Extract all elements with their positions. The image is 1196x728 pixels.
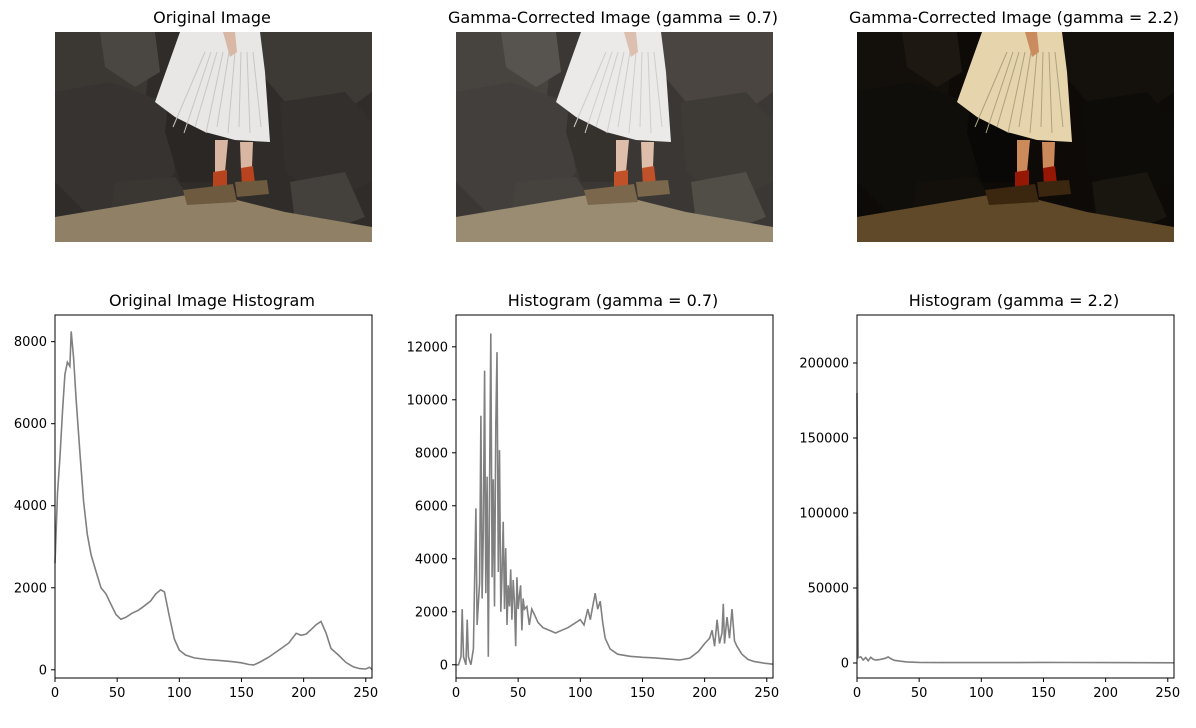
histogram-title-gamma-07: Histogram (gamma = 0.7): [507, 291, 719, 310]
x-tick-label: 200: [291, 686, 316, 701]
x-tick-label: 150: [229, 686, 254, 701]
y-tick-label: 0: [39, 663, 47, 678]
x-tick-label: 100: [568, 686, 593, 701]
histogram-line: [856, 392, 1175, 664]
y-tick-label: 8000: [14, 335, 47, 350]
y-tick-label: 2000: [415, 605, 448, 620]
y-tick-label: 4000: [14, 499, 47, 514]
y-tick-label: 150000: [799, 432, 849, 447]
x-tick-label: 50: [510, 686, 527, 701]
y-tick-label: 100000: [799, 507, 849, 522]
histogram-original-chart: 0 50 100 150 200 250 0 2000 4000 6000 8000: [14, 314, 378, 701]
x-tick-label: 150: [1031, 686, 1056, 701]
x-tick-label: 100: [167, 686, 192, 701]
x-tick-label: 50: [911, 686, 928, 701]
y-tick-label: 8000: [415, 446, 448, 461]
y-tick-label: 50000: [808, 582, 849, 597]
x-tick-label: 200: [1093, 686, 1118, 701]
y-tick-label: 10000: [407, 393, 448, 408]
gamma-22-photo: [857, 32, 1174, 242]
y-tick-label: 6000: [14, 417, 47, 432]
axes-frame: [455, 314, 774, 679]
x-tick-label: 250: [754, 686, 779, 701]
image-title-gamma-22: Gamma-Corrected Image (gamma = 2.2): [848, 8, 1180, 27]
x-tick-label: 250: [1155, 686, 1180, 701]
image-title-original: Original Image: [153, 8, 271, 27]
x-tick-label: 250: [353, 686, 378, 701]
x-tick-label: 0: [51, 686, 59, 701]
y-tick-label: 4000: [415, 552, 448, 567]
x-tick-label: 0: [853, 686, 861, 701]
y-tick-label: 12000: [407, 340, 448, 355]
histogram-title-original: Original Image Histogram: [109, 291, 315, 310]
histogram-line: [54, 331, 373, 671]
histogram-gamma-22-chart: 0 50 100 150 200 250 0 50000 100000 150000 200000: [799, 314, 1180, 701]
x-tick-label: 50: [109, 686, 126, 701]
y-tick-label: 6000: [415, 499, 448, 514]
y-tick-label: 2000: [14, 581, 47, 596]
gamma-07-photo: [456, 32, 773, 242]
y-tick-label: 0: [841, 657, 849, 672]
x-tick-label: 0: [452, 686, 460, 701]
histogram-line: [456, 333, 774, 666]
x-tick-label: 200: [692, 686, 717, 701]
y-tick-label: 0: [440, 658, 448, 673]
original-photo: [55, 32, 372, 242]
axes-frame: [856, 314, 1175, 679]
image-title-gamma-07: Gamma-Corrected Image (gamma = 0.7): [447, 8, 779, 27]
histogram-gamma-07-chart: 0 50 100 150 200 250 0 2000 4000 6000 8000 10000 120…: [407, 314, 779, 701]
y-tick-label: 200000: [799, 357, 849, 372]
x-tick-label: 150: [630, 686, 655, 701]
axes-frame: [54, 314, 373, 679]
histogram-title-gamma-22: Histogram (gamma = 2.2): [908, 291, 1120, 310]
x-tick-label: 100: [969, 686, 994, 701]
